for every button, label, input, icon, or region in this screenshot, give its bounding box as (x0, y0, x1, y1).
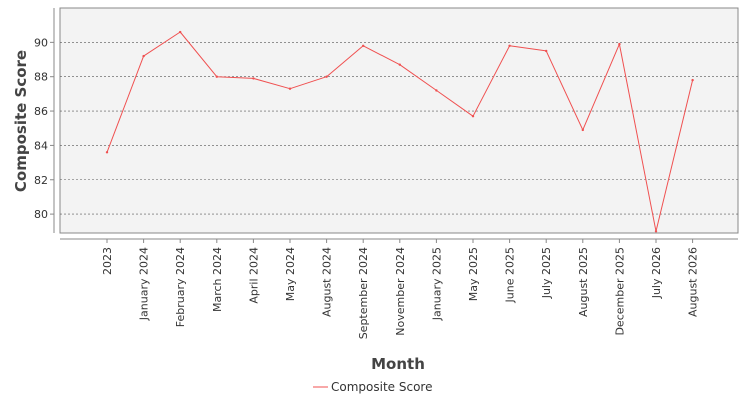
y-tick-label: 84 (34, 139, 48, 152)
data-point (288, 87, 292, 90)
data-point (581, 128, 584, 132)
data-point (398, 63, 401, 66)
data-point (362, 44, 365, 47)
x-tick-label: November 2024 (394, 247, 407, 336)
x-tick-label: March 2024 (211, 247, 224, 312)
y-tick-label: 80 (34, 208, 48, 221)
data-point (252, 77, 255, 80)
legend: Composite Score (313, 380, 432, 394)
x-tick-label: August 2024 (321, 247, 334, 317)
x-tick-label: February 2024 (174, 247, 187, 327)
x-tick-label: September 2024 (357, 247, 370, 339)
data-point (618, 42, 621, 46)
data-point (179, 30, 182, 34)
data-point (471, 115, 475, 118)
y-tick-label: 82 (34, 174, 48, 187)
data-point (508, 44, 511, 47)
gridlines (60, 42, 738, 215)
y-tick-label: 86 (34, 105, 48, 118)
data-point (215, 75, 218, 78)
data-point (654, 230, 658, 233)
y-tick-label: 90 (34, 36, 48, 49)
series-layer (105, 30, 694, 233)
plot-area (59, 7, 739, 234)
y-axis: 80 82 84 86 88 90 (34, 8, 55, 233)
x-tick-label: January 2025 (430, 247, 443, 321)
data-point (325, 75, 328, 78)
x-tick-label: June 2025 (504, 247, 517, 303)
x-tick-label: December 2025 (613, 247, 626, 336)
x-tick-label: April 2024 (247, 247, 260, 304)
data-point (105, 151, 109, 154)
x-tick-label: July 2025 (540, 247, 553, 299)
data-point (691, 78, 694, 82)
legend-label: Composite Score (331, 380, 432, 394)
x-axis-title: Month (371, 355, 425, 373)
x-tick-label: May 2024 (284, 247, 297, 301)
x-tick-label: August 2026 (687, 247, 700, 317)
data-point (545, 49, 548, 53)
x-tick-label: May 2025 (467, 247, 480, 301)
data-point (142, 54, 145, 58)
y-tick-label: 88 (34, 71, 48, 84)
x-tick-label: January 2024 (138, 247, 151, 321)
x-tick-label: August 2025 (577, 247, 590, 317)
x-tick-label: July 2026 (650, 247, 663, 299)
x-tick-label: 2023 (101, 247, 114, 275)
y-axis-title: Composite Score (12, 50, 30, 192)
x-axis: 2023 January 2024 February 2024 March 2024 A… (60, 238, 738, 339)
data-point (435, 89, 438, 92)
